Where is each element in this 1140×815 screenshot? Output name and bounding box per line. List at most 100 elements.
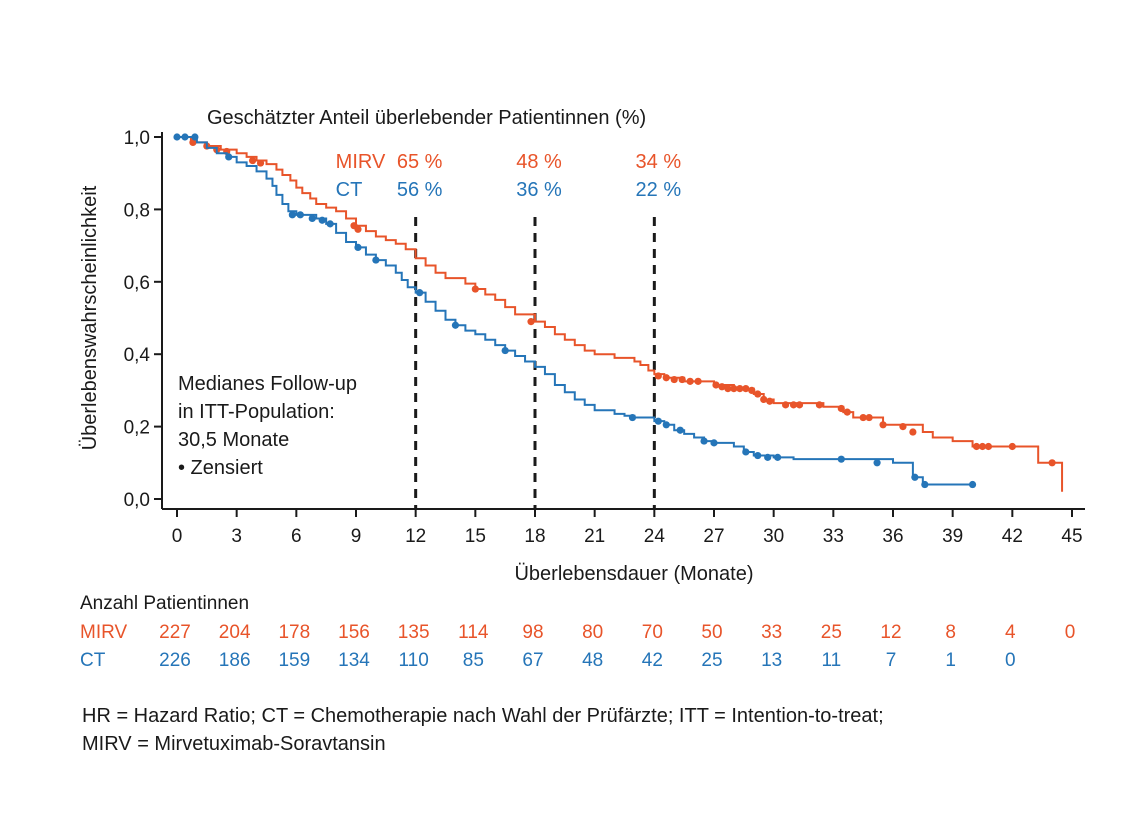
censor-mark-ct (654, 417, 662, 425)
estimate-label: 65 % (397, 151, 443, 173)
risk-count: 178 (278, 622, 311, 643)
censor-mark-mirv (712, 381, 720, 389)
y-axis-label: Überlebenswahrscheinlichkeit (79, 185, 101, 450)
risk-count: 48 (582, 650, 604, 671)
censor-mark-ct (710, 439, 718, 447)
y-tick-label: 1,0 (124, 128, 150, 149)
censor-mark-ct (700, 437, 708, 445)
risk-count: 25 (820, 622, 842, 643)
censor-mark-mirv (694, 377, 702, 385)
censor-mark-ct (501, 346, 509, 355)
censor-mark-mirv (899, 423, 907, 431)
risk-count: 159 (278, 650, 311, 671)
estimate-label: 36 % (516, 179, 562, 201)
censor-mark-mirv (795, 401, 804, 409)
censor-mark-mirv (754, 390, 762, 398)
risk-count: 67 (522, 650, 544, 671)
risk-count: 0 (1064, 622, 1076, 643)
censor-mark-ct (225, 153, 233, 161)
censor-mark-ct (873, 459, 881, 467)
chart-title: Geschätzter Anteil überlebender Patienti… (207, 107, 646, 129)
censor-mark-mirv (662, 374, 670, 382)
censor-mark-mirv (859, 413, 867, 422)
censor-mark-mirv (736, 384, 744, 393)
risk-count: 1 (945, 650, 956, 671)
censor-mark-mirv (686, 377, 694, 385)
risk-count: 226 (159, 650, 191, 671)
x-tick-label: 42 (1002, 526, 1023, 547)
x-tick-label: 18 (524, 526, 545, 547)
risk-count: 80 (582, 622, 604, 643)
x-tick-label: 21 (584, 526, 605, 547)
x-tick-label: 0 (172, 526, 183, 547)
censor-mark-ct (662, 421, 670, 429)
censor-mark-ct (764, 453, 772, 461)
risk-count: 98 (522, 622, 544, 643)
risk-count: 4 (1005, 622, 1016, 643)
risk-count: 13 (761, 650, 783, 671)
risk-count: 227 (159, 622, 191, 643)
x-axis-label: Überlebensdauer (Monate) (514, 563, 753, 585)
censor-mark-mirv (742, 384, 750, 393)
x-tick-label: 15 (465, 526, 486, 547)
risk-row-label: CT (80, 650, 106, 671)
estimate-series-label: MIRV (336, 151, 386, 173)
censor-mark-ct (296, 211, 304, 219)
risk-count: 0 (1005, 650, 1016, 671)
censor-mark-ct (754, 451, 762, 460)
censor-mark-mirv (815, 401, 824, 409)
y-tick-label: 0,4 (124, 345, 151, 366)
annotation-line: in ITT-Population: (178, 401, 335, 423)
x-tick-label: 30 (763, 526, 784, 547)
censor-mark-mirv (984, 442, 993, 451)
censor-mark-ct (451, 321, 460, 329)
estimate-series-label: CT (336, 179, 363, 201)
censor-mark-mirv (256, 159, 265, 167)
censor-mark-mirv (748, 386, 756, 394)
censor-mark-mirv (670, 375, 678, 384)
x-tick-label: 45 (1061, 526, 1082, 547)
risk-count: 7 (885, 650, 897, 671)
censor-mark-mirv (766, 397, 774, 405)
risk-table-header: Anzahl Patientinnen (80, 593, 250, 614)
x-tick-label: 27 (703, 526, 724, 547)
x-tick-label: 24 (644, 526, 666, 547)
censor-mark-ct (416, 289, 424, 297)
x-tick-label: 36 (882, 526, 903, 547)
censor-mark-mirv (978, 442, 987, 451)
censor-mark-mirv (471, 285, 479, 293)
risk-count: 186 (218, 650, 251, 671)
y-tick-label: 0,2 (124, 418, 150, 439)
risk-count: 156 (338, 622, 370, 643)
x-tick-label: 39 (942, 526, 963, 547)
risk-count: 12 (880, 622, 902, 643)
risk-count: 8 (945, 622, 956, 643)
censor-mark-mirv (730, 384, 738, 393)
estimate-label: 48 % (516, 151, 562, 173)
censor-mark-mirv (843, 408, 851, 416)
censor-mark-mirv (909, 428, 917, 436)
risk-count: 70 (641, 622, 663, 643)
footnote: HR = Hazard Ratio; CT = Chemotherapie na… (82, 702, 884, 758)
risk-count: 42 (641, 650, 663, 671)
series-line-ct (177, 136, 973, 486)
censor-mark-mirv (527, 318, 535, 326)
risk-count: 135 (397, 622, 430, 643)
series-line-mirv (177, 136, 1064, 492)
risk-row-mirv: MIRV 227 204 178 156 135 114 98 80 70 50 33 25 12 8 4 0 (0, 622, 1140, 646)
censor-mark-mirv (760, 395, 768, 404)
estimate-label: 56 % (397, 179, 443, 201)
censor-mark-ct (921, 480, 929, 489)
censor-mark-mirv (972, 442, 981, 451)
estimate-label: 22 % (636, 179, 682, 201)
y-tick-label: 0,6 (124, 273, 150, 294)
risk-count: 11 (821, 650, 842, 671)
censor-mark-ct (774, 453, 782, 461)
censor-mark-ct (911, 473, 919, 481)
risk-count: 110 (398, 650, 429, 671)
censor-mark-ct (628, 413, 637, 422)
censor-mark-ct (191, 133, 199, 141)
censor-mark-mirv (865, 413, 873, 422)
annotation-line: Medianes Follow-up (178, 373, 357, 395)
censor-mark-ct (318, 216, 326, 224)
